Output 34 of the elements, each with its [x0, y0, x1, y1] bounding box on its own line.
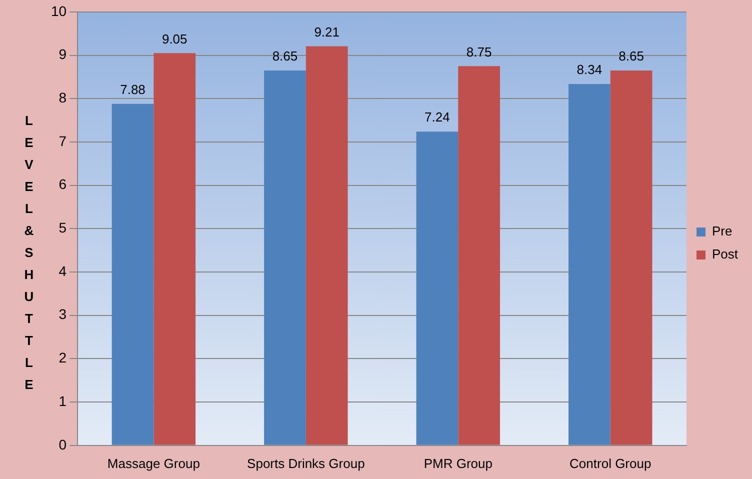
y-tick-label: 3 [58, 306, 67, 322]
data-label: 7.88 [120, 82, 146, 97]
bar [112, 104, 154, 445]
data-label: 7.24 [424, 110, 450, 125]
x-tick-label: Massage Group [107, 456, 200, 471]
data-label: 9.21 [314, 24, 340, 40]
bar [568, 84, 610, 445]
data-label: 8.65 [272, 48, 298, 64]
y-tick-label: 10 [50, 2, 67, 19]
legend-label: Post [712, 246, 738, 262]
data-label: 8.75 [466, 44, 492, 60]
y-tick-label: 0 [58, 436, 67, 452]
bar [610, 70, 652, 445]
bar [154, 53, 196, 445]
y-tick-label: 5 [58, 220, 67, 236]
bar [416, 132, 458, 445]
data-label: 8.65 [618, 48, 644, 64]
x-tick-label: Control Group [570, 456, 652, 471]
y-tick-label: 9 [58, 46, 67, 62]
bar [306, 46, 348, 445]
y-tick-label: 6 [58, 176, 67, 192]
bar [264, 70, 306, 445]
x-tick-label: PMR Group [424, 456, 492, 471]
y-tick-label: 2 [58, 350, 67, 366]
data-label: 9.05 [162, 31, 188, 46]
y-tick-label: 4 [58, 262, 67, 279]
y-tick-label: 1 [58, 392, 67, 409]
text: LEVEL&SHUTTLE [24, 113, 34, 392]
bar [458, 66, 500, 445]
legend-label: Pre [712, 224, 732, 239]
x-tick-label: Sports Drinks Group [247, 456, 365, 471]
y-tick-label: 8 [58, 90, 67, 106]
data-label: 8.34 [576, 62, 602, 78]
y-tick-label: 7 [58, 132, 67, 149]
